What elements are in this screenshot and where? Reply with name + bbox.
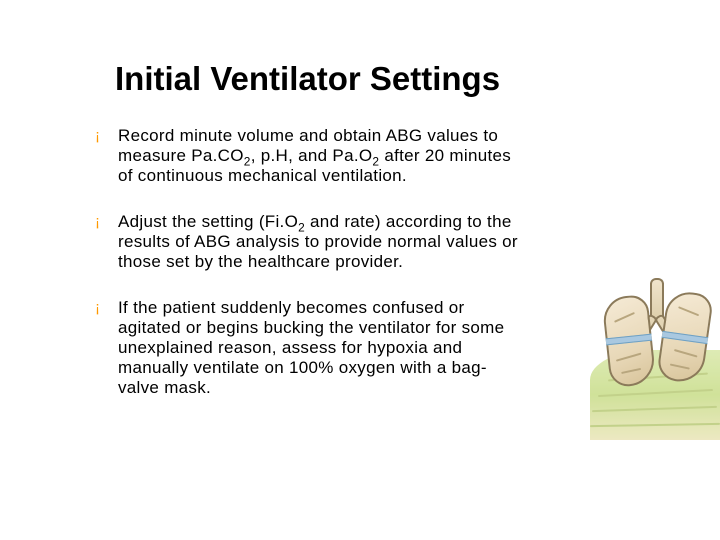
lung-left [601, 294, 656, 388]
bullet-marker-icon: ¡ [95, 126, 100, 145]
bullet-item: ¡ If the patient suddenly becomes confuse… [95, 298, 518, 398]
lung-right [656, 289, 714, 385]
bullet-text: If the patient suddenly becomes confused… [118, 298, 518, 398]
slide: Initial Ventilator Settings ¡ Record minu… [0, 0, 720, 540]
page-title: Initial Ventilator Settings [0, 60, 720, 98]
bullet-item: ¡ Record minute volume and obtain ABG val… [95, 126, 518, 186]
illustration-background [590, 240, 720, 440]
bullet-marker-icon: ¡ [95, 212, 100, 231]
lungs-illustration [590, 240, 720, 440]
bullet-list: ¡ Record minute volume and obtain ABG val… [0, 126, 518, 398]
bullet-item: ¡ Adjust the setting (Fi.O2 and rate) acc… [95, 212, 518, 272]
bullet-marker-icon: ¡ [95, 298, 100, 317]
bullet-text: Adjust the setting (Fi.O2 and rate) acco… [118, 212, 518, 272]
bullet-text: Record minute volume and obtain ABG valu… [118, 126, 518, 186]
lungs-shape [602, 278, 712, 398]
